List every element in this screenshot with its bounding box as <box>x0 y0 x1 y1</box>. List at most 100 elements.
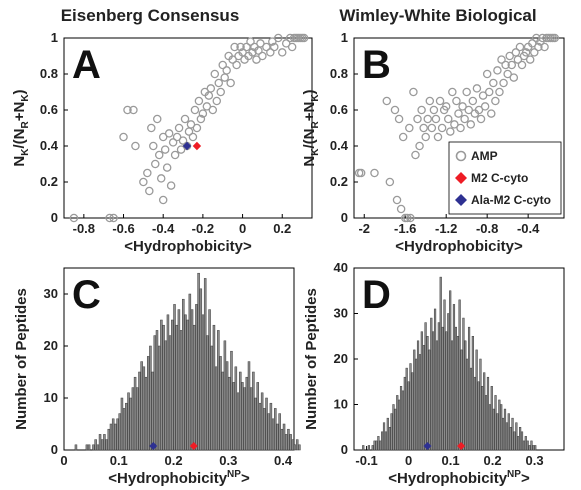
histogram-bar <box>466 358 469 451</box>
amp-point <box>423 114 433 124</box>
amp-point <box>214 78 224 88</box>
amp-point <box>258 51 267 61</box>
histogram-bar <box>103 434 106 451</box>
x-tick-label: 0.1 <box>110 453 128 468</box>
amp-point <box>433 132 443 142</box>
histogram-bar <box>471 336 474 451</box>
histogram-bar <box>256 382 260 451</box>
histogram-bar <box>208 309 211 451</box>
histogram-bar <box>422 345 425 451</box>
histogram-bar <box>481 386 484 451</box>
histogram-bar <box>475 349 478 451</box>
x-tick-label: -1.6 <box>394 221 416 236</box>
legend-label: Ala-M2 C-cyto <box>471 193 551 207</box>
histogram-bar <box>399 386 403 451</box>
histogram-bar <box>381 431 384 451</box>
histogram-bar <box>265 397 268 451</box>
amp-point <box>198 109 208 118</box>
histogram-bar <box>127 392 130 451</box>
histogram-bar <box>131 387 135 451</box>
histogram-bar <box>144 376 148 451</box>
histogram-bar <box>494 395 497 451</box>
amp-point <box>385 177 395 187</box>
histogram-bar <box>171 319 174 451</box>
amp-point <box>192 123 202 133</box>
histogram-bar <box>496 413 499 451</box>
y-tick-label: 0.8 <box>40 66 58 81</box>
amp-point <box>491 96 500 106</box>
histogram-bar <box>140 361 143 451</box>
amp-point <box>270 42 279 52</box>
histogram-bar <box>298 444 301 451</box>
histogram-bar <box>280 428 284 451</box>
y-tick-label: 0.4 <box>330 138 349 153</box>
histogram-bar <box>426 336 429 451</box>
histogram-bar <box>371 445 374 451</box>
amp-point <box>274 33 283 43</box>
histogram-bar <box>249 387 253 451</box>
histogram-bar <box>105 439 108 451</box>
y-tick-label: 0 <box>51 442 58 457</box>
histogram-bar <box>149 345 152 451</box>
legend-symbol-ala-m2-c-cyto <box>455 194 467 206</box>
amp-point <box>162 163 172 172</box>
x-axis-label: <HydrophobicityNP> <box>388 469 530 487</box>
panel-a: -0.8 -0.6 -0.4 -0.2 0 0.2 0 0.2 0.4 0.6 0.8 1A <Hydr… <box>11 30 313 255</box>
amp-point <box>484 87 494 97</box>
ala-m2-c-cyto-marker <box>149 442 158 450</box>
histogram-bar <box>168 335 172 451</box>
amp-point <box>517 60 527 70</box>
x-tick-label: 0.2 <box>484 453 502 468</box>
histogram-bar <box>420 331 423 451</box>
amp-point <box>242 42 251 52</box>
amp-point <box>222 66 231 75</box>
histogram-bar <box>252 371 255 451</box>
amp-point <box>299 33 309 43</box>
histogram-bar <box>492 408 495 451</box>
amp-point <box>370 168 379 178</box>
histogram-bar <box>243 387 246 451</box>
amp-point <box>501 60 510 70</box>
y-tick-label: 20 <box>334 351 348 366</box>
histogram-bar <box>153 335 157 451</box>
amp-point <box>448 87 457 97</box>
amp-point <box>190 105 200 115</box>
histogram-bar <box>532 445 535 451</box>
histogram-bar <box>519 427 522 451</box>
histogram-bar <box>445 331 448 451</box>
legend: AMP M2 C-cyto Ala-M2 C-cyto <box>448 141 562 215</box>
histogram-bar <box>175 324 178 451</box>
amp-point <box>413 114 422 124</box>
y-axis-label: NK/(NR+NK) <box>11 89 31 166</box>
histogram-bar <box>184 314 187 451</box>
amp-point <box>460 114 469 124</box>
histogram-bar <box>416 340 420 451</box>
histogram-bar <box>151 371 154 451</box>
histogram-bar <box>293 444 297 451</box>
histogram-bar <box>282 423 286 451</box>
amp-point <box>164 129 174 138</box>
amp-point <box>212 96 222 106</box>
histogram-bar <box>409 363 412 451</box>
amp-point <box>158 132 168 142</box>
amp-point <box>202 102 212 111</box>
histogram-bar <box>221 371 224 451</box>
histogram-bar <box>449 290 452 451</box>
amp-point <box>406 213 415 223</box>
amp-point <box>509 73 519 82</box>
y-tick-label: 0.6 <box>40 102 58 117</box>
histogram-bar <box>116 418 119 451</box>
y-tick-label: 30 <box>334 306 348 321</box>
histogram-bar <box>287 428 290 451</box>
histogram-bar <box>433 308 437 451</box>
y-tick-label: 20 <box>44 338 58 353</box>
histogram-bar <box>179 330 183 451</box>
amp-point <box>69 213 79 223</box>
y-tick-label: 0 <box>51 210 58 225</box>
amp-point <box>210 69 220 79</box>
histogram-bar <box>114 423 117 451</box>
histogram-bar <box>526 440 529 451</box>
histogram-bar <box>87 444 91 451</box>
amp-point <box>540 42 549 52</box>
